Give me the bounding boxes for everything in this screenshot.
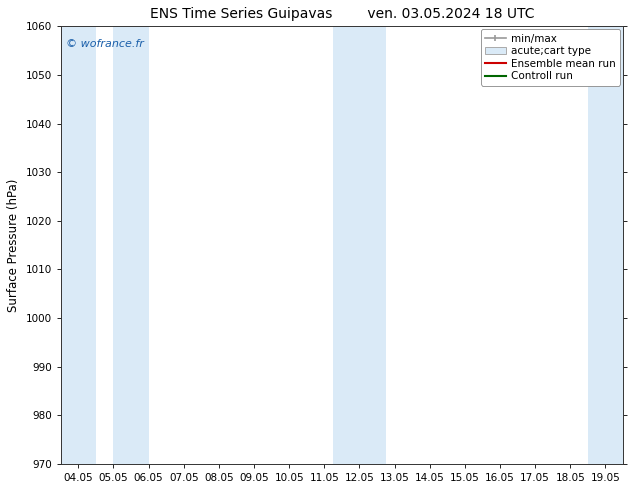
Title: ENS Time Series Guipavas        ven. 03.05.2024 18 UTC: ENS Time Series Guipavas ven. 03.05.2024… — [150, 7, 534, 21]
Bar — [61, 26, 96, 464]
Text: © wofrance.fr: © wofrance.fr — [67, 39, 145, 49]
Bar — [588, 26, 623, 464]
Legend: min/max, acute;cart type, Ensemble mean run, Controll run: min/max, acute;cart type, Ensemble mean … — [481, 29, 620, 86]
Bar — [113, 26, 148, 464]
Y-axis label: Surface Pressure (hPa): Surface Pressure (hPa) — [7, 178, 20, 312]
Bar — [333, 26, 385, 464]
